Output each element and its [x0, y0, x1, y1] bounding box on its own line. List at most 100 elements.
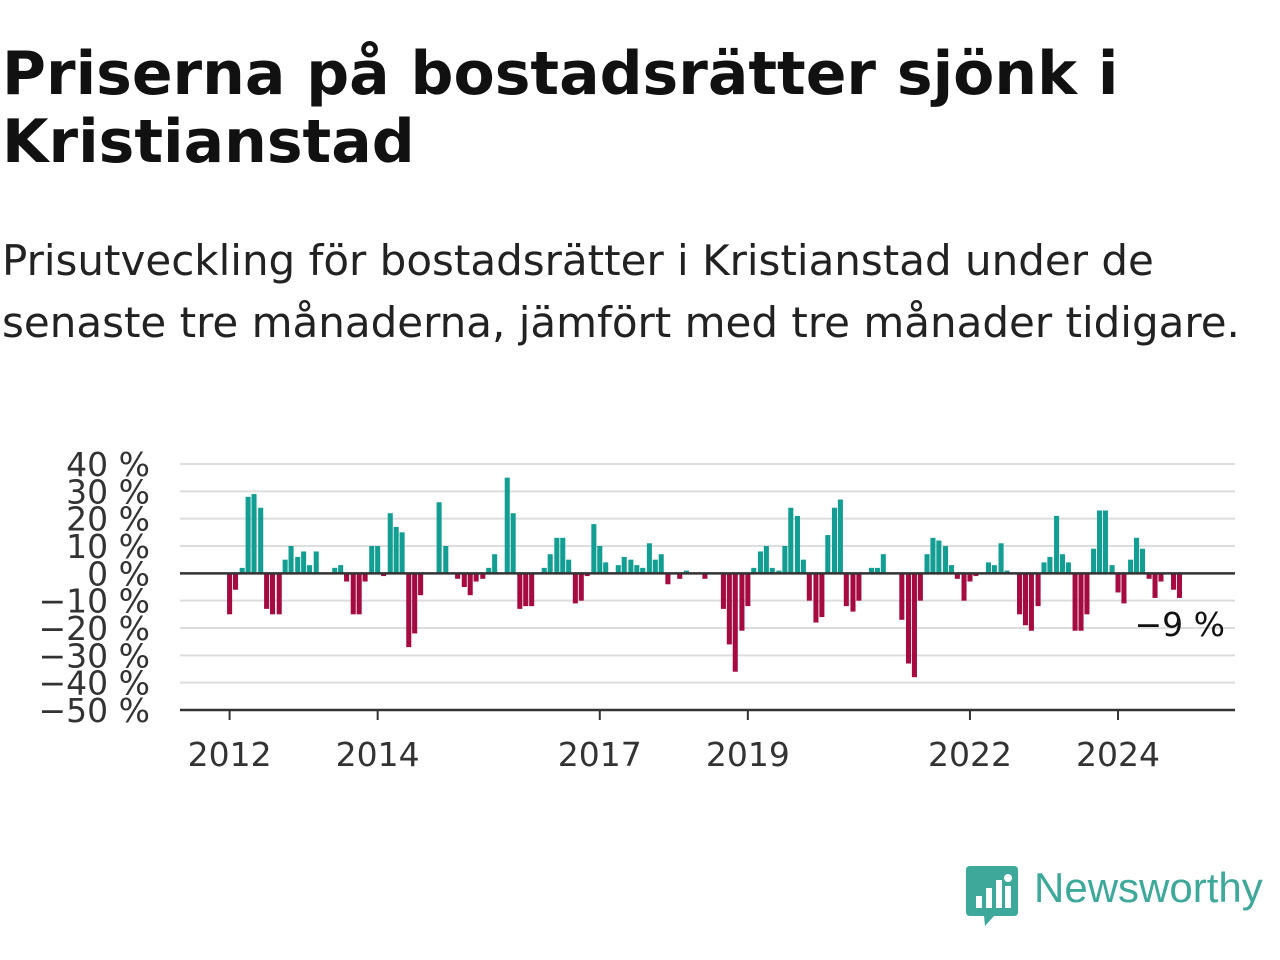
- bar: [1072, 573, 1078, 631]
- bar: [1041, 562, 1047, 574]
- bar: [467, 573, 473, 596]
- bar: [239, 567, 245, 574]
- bar: [621, 556, 627, 574]
- bar: [1109, 565, 1115, 574]
- y-tick-label: 0 %: [87, 554, 150, 593]
- bar: [332, 567, 338, 574]
- bar: [461, 573, 467, 587]
- bar: [547, 554, 553, 574]
- bar: [1028, 573, 1034, 631]
- bar: [917, 573, 923, 601]
- bar: [1158, 573, 1164, 582]
- bar: [1054, 515, 1060, 574]
- bar: [1115, 573, 1121, 593]
- bar: [1017, 573, 1023, 615]
- bar: [1096, 510, 1103, 574]
- bar: [745, 573, 751, 607]
- bar: [1102, 510, 1108, 574]
- y-tick-label: −30 %: [39, 636, 151, 675]
- bar: [1035, 573, 1041, 607]
- bar: [387, 513, 393, 574]
- bar: [998, 543, 1004, 574]
- bar: [603, 562, 609, 574]
- bar: [942, 546, 949, 574]
- bar: [837, 499, 843, 574]
- tick-labels: 40 %30 %20 %10 %0 %−10 %−20 %−30 %−40 %−…: [39, 445, 1226, 774]
- chart-subtitle: Prisutveckling för bostadsrätter i Krist…: [2, 236, 1240, 347]
- bar: [924, 554, 930, 574]
- bar: [264, 573, 270, 609]
- y-tick-label: −50 %: [39, 691, 151, 730]
- newsworthy-logo-icon: [966, 866, 1018, 926]
- bar: [720, 573, 726, 609]
- bar: [954, 573, 960, 579]
- bar: [307, 565, 313, 574]
- bar: [566, 559, 572, 574]
- bar: [418, 573, 424, 596]
- bar: [233, 573, 239, 590]
- bar: [412, 573, 418, 634]
- y-tick-label: 10 %: [66, 527, 150, 566]
- bar: [677, 573, 683, 579]
- bar: [776, 570, 782, 574]
- bar: [338, 565, 344, 574]
- axes: [180, 572, 1235, 720]
- bars: [227, 477, 1182, 678]
- bar: [856, 573, 862, 601]
- bar: [486, 567, 492, 574]
- gridlines: [180, 463, 1235, 684]
- x-tick-label: 2019: [706, 735, 790, 774]
- bar: [702, 573, 708, 579]
- bar: [381, 573, 387, 577]
- bar: [301, 551, 307, 574]
- bar: [227, 573, 233, 615]
- bar: [554, 537, 560, 574]
- bar: [369, 546, 375, 574]
- bar: [393, 526, 399, 574]
- bar: [1128, 559, 1134, 574]
- bar: [628, 559, 634, 574]
- bar: [436, 502, 442, 574]
- bar: [874, 567, 880, 574]
- bar: [757, 551, 763, 574]
- bar: [1065, 562, 1071, 574]
- bar: [584, 573, 590, 577]
- bar: [800, 559, 806, 574]
- bar: [683, 570, 689, 574]
- y-tick-label: 30 %: [66, 472, 150, 511]
- bar: [652, 559, 658, 574]
- bar: [541, 567, 547, 574]
- y-tick-label: −40 %: [39, 664, 151, 703]
- bar: [1121, 573, 1127, 604]
- bar: [658, 554, 664, 574]
- bar: [850, 573, 856, 612]
- last-value-label: −9 %: [1135, 605, 1226, 644]
- bar: [282, 559, 288, 574]
- bar: [751, 567, 757, 574]
- y-tick-label: −20 %: [39, 609, 151, 648]
- bar: [739, 573, 745, 631]
- bar: [732, 573, 738, 672]
- bar: [597, 546, 603, 574]
- bar: [911, 573, 917, 678]
- bar: [1146, 573, 1152, 579]
- bar: [948, 565, 954, 574]
- bar: [578, 573, 584, 601]
- bar: [665, 573, 671, 585]
- bar: [480, 573, 486, 579]
- bar: [276, 573, 282, 615]
- bar: [443, 546, 449, 574]
- bar: [1022, 573, 1029, 626]
- bar: [843, 573, 849, 607]
- bar: [245, 496, 251, 574]
- bar: [288, 546, 294, 574]
- y-tick-label: −10 %: [39, 582, 151, 621]
- bar: [356, 573, 362, 615]
- bar: [473, 573, 479, 582]
- bar: [375, 546, 381, 574]
- bar: [251, 494, 257, 574]
- bar: [572, 573, 578, 604]
- bar: [1084, 573, 1090, 615]
- bar: [344, 573, 350, 582]
- bar: [825, 535, 831, 574]
